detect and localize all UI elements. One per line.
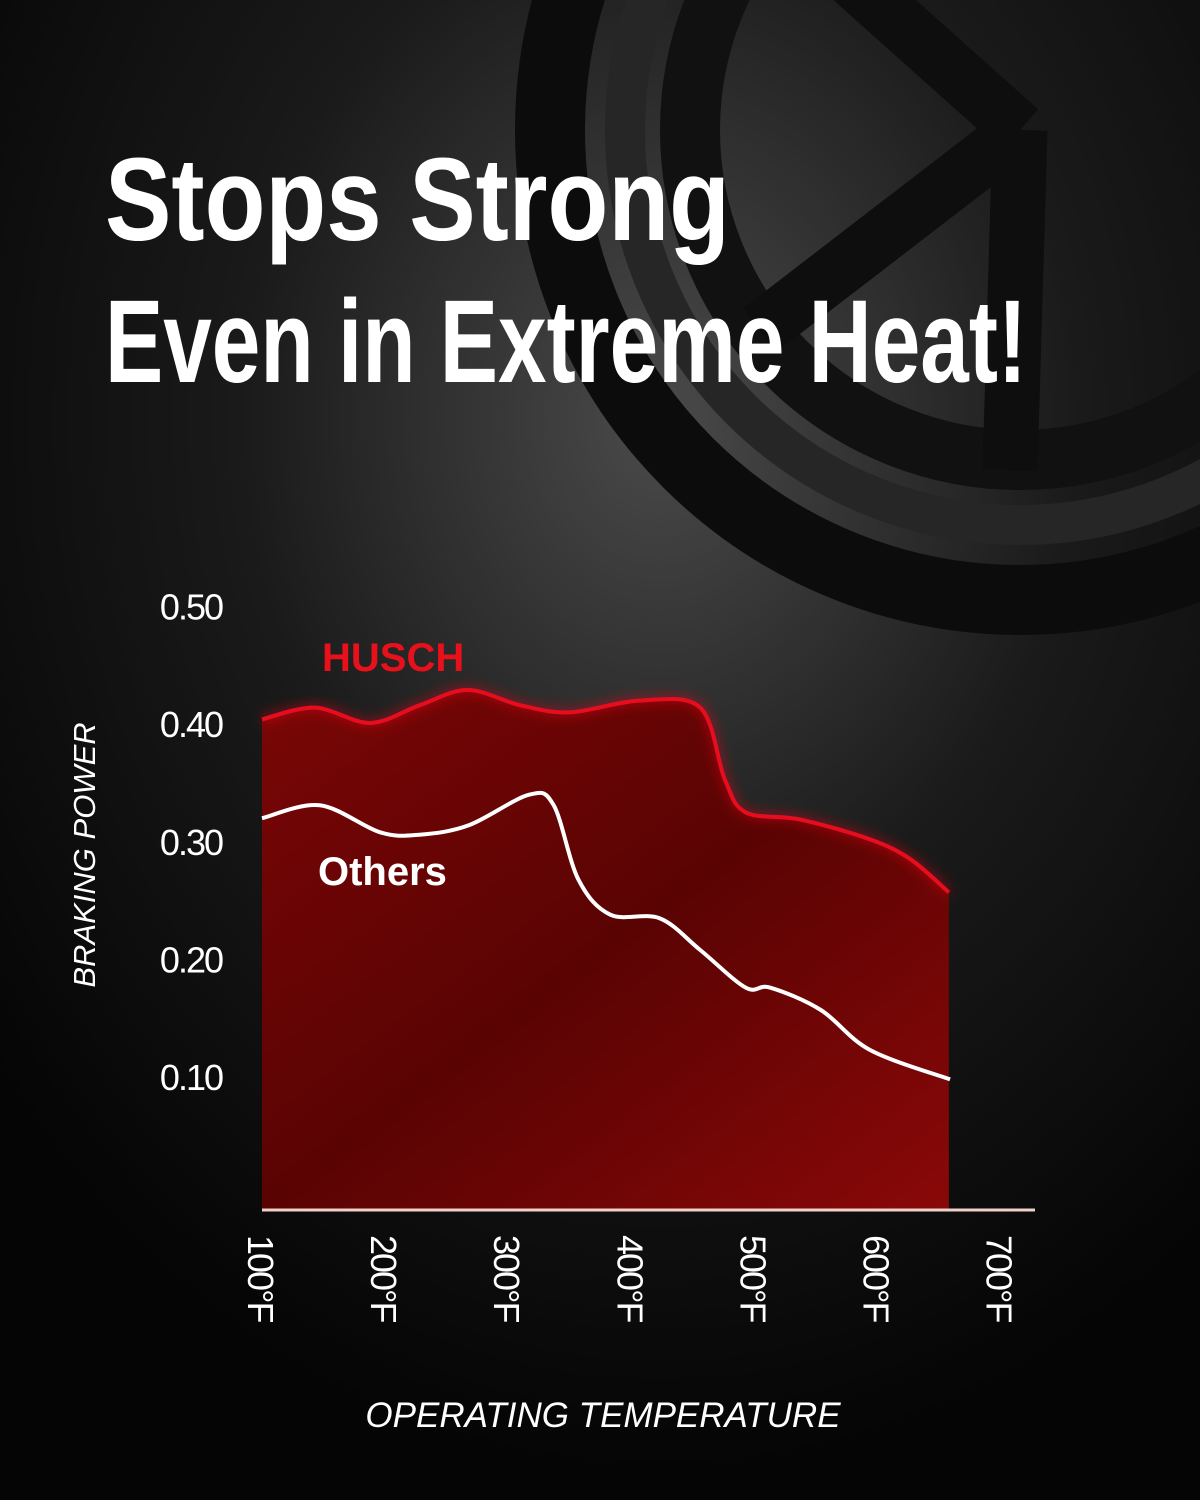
y-tick-label: 0.40 xyxy=(160,704,223,745)
x-tick-label: 100°F xyxy=(240,1235,281,1322)
plot-area: HUSCH Others 0.10 0.20 0.30 0.40 0.50 100°F 200°… xyxy=(160,550,1035,1322)
x-tick-label: 300°F xyxy=(486,1235,527,1322)
y-axis-title: BRAKING POWER xyxy=(67,722,102,987)
title: Stops Strong xyxy=(105,134,730,266)
tire-decoration xyxy=(515,0,1200,635)
x-tick-label: 700°F xyxy=(979,1235,1020,1322)
x-tick-label: 200°F xyxy=(363,1235,404,1322)
x-axis-title: OPERATING TEMPERATURE xyxy=(365,1396,841,1435)
subtitle: Even in Extreme Heat! xyxy=(105,276,1027,408)
y-tick-label: 0.30 xyxy=(160,822,223,863)
x-tick-label: 600°F xyxy=(855,1235,896,1322)
series-line xyxy=(261,790,951,1082)
series-label: HUSCH xyxy=(322,636,464,680)
series-line xyxy=(261,687,951,894)
series-label: Others xyxy=(318,850,447,894)
area-fill xyxy=(262,690,949,1210)
x-tick-label: 500°F xyxy=(732,1235,773,1322)
y-tick-label: 0.50 xyxy=(160,586,223,627)
y-tick-label: 0.20 xyxy=(160,939,223,980)
y-tick-label: 0.10 xyxy=(160,1057,223,1098)
x-tick-label: 400°F xyxy=(609,1235,650,1322)
